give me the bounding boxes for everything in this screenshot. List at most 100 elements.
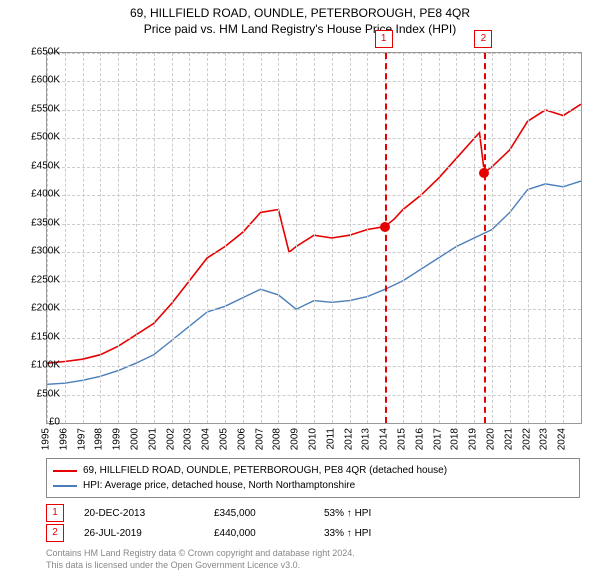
y-axis-label: £150K (10, 331, 60, 342)
y-axis-label: £0 (10, 417, 60, 428)
gridline-vertical (332, 53, 333, 423)
event-price: £345,000 (214, 508, 324, 519)
gridline-vertical (350, 53, 351, 423)
y-axis-label: £50K (10, 388, 60, 399)
plot-area (46, 52, 582, 424)
y-axis-label: £200K (10, 303, 60, 314)
x-axis-label: 2003 (183, 428, 194, 450)
x-axis-label: 1995 (41, 428, 52, 450)
gridline-vertical (528, 53, 529, 423)
x-axis-label: 2021 (503, 428, 514, 450)
gridline-vertical (492, 53, 493, 423)
x-axis-label: 2015 (397, 428, 408, 450)
x-axis-label: 1999 (112, 428, 123, 450)
x-axis-label: 2017 (432, 428, 443, 450)
legend-label: HPI: Average price, detached house, Nort… (83, 478, 355, 493)
y-axis-label: £600K (10, 75, 60, 86)
gridline-vertical (474, 53, 475, 423)
gridline-vertical (83, 53, 84, 423)
x-axis-label: 2024 (557, 428, 568, 450)
legend-item: HPI: Average price, detached house, Nort… (53, 478, 573, 493)
event-date: 26-JUL-2019 (84, 528, 214, 539)
gridline-vertical (510, 53, 511, 423)
gridline-vertical (421, 53, 422, 423)
bottom-panel: 69, HILLFIELD ROAD, OUNDLE, PETERBOROUGH… (46, 458, 580, 571)
x-axis-label: 2006 (236, 428, 247, 450)
y-axis-label: £500K (10, 132, 60, 143)
y-axis-label: £250K (10, 274, 60, 285)
x-axis-label: 2001 (147, 428, 158, 450)
event-marker-line (484, 53, 486, 423)
x-axis-label: 2018 (450, 428, 461, 450)
gridline-vertical (278, 53, 279, 423)
event-marker-number: 2 (474, 30, 492, 48)
gridline-vertical (136, 53, 137, 423)
title-line-2: Price paid vs. HM Land Registry's House … (0, 22, 600, 38)
chart-container: 69, HILLFIELD ROAD, OUNDLE, PETERBOROUGH… (0, 6, 600, 566)
y-axis-label: £400K (10, 189, 60, 200)
gridline-vertical (367, 53, 368, 423)
event-marker-line (385, 53, 387, 423)
event-pct: 53% ↑ HPI (324, 508, 424, 519)
legend-swatch (53, 485, 77, 487)
legend-item: 69, HILLFIELD ROAD, OUNDLE, PETERBOROUGH… (53, 463, 573, 478)
x-axis-label: 2019 (468, 428, 479, 450)
x-axis-label: 2014 (379, 428, 390, 450)
event-marker-number: 1 (375, 30, 393, 48)
sale-point-dot (380, 222, 390, 232)
gridline-vertical (154, 53, 155, 423)
event-number: 2 (46, 524, 64, 542)
gridline-vertical (189, 53, 190, 423)
event-price: £440,000 (214, 528, 324, 539)
event-number: 1 (46, 504, 64, 522)
event-date: 20-DEC-2013 (84, 508, 214, 519)
footer-line-2: This data is licensed under the Open Gov… (46, 560, 580, 571)
gridline-vertical (225, 53, 226, 423)
x-axis-label: 2007 (254, 428, 265, 450)
y-axis-label: £100K (10, 360, 60, 371)
gridline-vertical (207, 53, 208, 423)
x-axis-label: 2011 (325, 428, 336, 450)
gridline-vertical (439, 53, 440, 423)
gridline-vertical (100, 53, 101, 423)
gridline-vertical (118, 53, 119, 423)
x-axis-label: 2009 (290, 428, 301, 450)
x-axis-label: 2005 (219, 428, 230, 450)
x-axis-label: 1998 (94, 428, 105, 450)
events-table: 1 20-DEC-2013£345,00053% ↑ HPI 2 26-JUL-201… (46, 504, 580, 542)
gridline-vertical (172, 53, 173, 423)
x-axis-label: 2016 (414, 428, 425, 450)
y-axis-label: £650K (10, 47, 60, 58)
x-axis-label: 2000 (130, 428, 141, 450)
y-axis-label: £350K (10, 217, 60, 228)
y-axis-label: £550K (10, 103, 60, 114)
y-axis-label: £450K (10, 160, 60, 171)
y-axis-label: £300K (10, 246, 60, 257)
x-axis-label: 2013 (361, 428, 372, 450)
gridline-vertical (243, 53, 244, 423)
x-axis-label: 1997 (76, 428, 87, 450)
gridline-vertical (563, 53, 564, 423)
legend-box: 69, HILLFIELD ROAD, OUNDLE, PETERBOROUGH… (46, 458, 580, 498)
x-axis-label: 2012 (343, 428, 354, 450)
event-row: 2 26-JUL-2019£440,00033% ↑ HPI (46, 524, 580, 542)
gridline-vertical (296, 53, 297, 423)
x-axis-label: 1996 (58, 428, 69, 450)
gridline-vertical (403, 53, 404, 423)
x-axis-label: 2008 (272, 428, 283, 450)
legend-label: 69, HILLFIELD ROAD, OUNDLE, PETERBOROUGH… (83, 463, 447, 478)
x-axis-label: 2002 (165, 428, 176, 450)
x-axis-label: 2010 (308, 428, 319, 450)
gridline-vertical (65, 53, 66, 423)
x-axis-label: 2022 (521, 428, 532, 450)
title-line-1: 69, HILLFIELD ROAD, OUNDLE, PETERBOROUGH… (0, 6, 600, 22)
event-pct: 33% ↑ HPI (324, 528, 424, 539)
chart-title: 69, HILLFIELD ROAD, OUNDLE, PETERBOROUGH… (0, 6, 600, 37)
gridline-vertical (545, 53, 546, 423)
gridline-vertical (456, 53, 457, 423)
event-row: 1 20-DEC-2013£345,00053% ↑ HPI (46, 504, 580, 522)
x-axis-label: 2004 (201, 428, 212, 450)
footer-line-1: Contains HM Land Registry data © Crown c… (46, 548, 580, 560)
legend-swatch (53, 470, 77, 472)
gridline-vertical (261, 53, 262, 423)
